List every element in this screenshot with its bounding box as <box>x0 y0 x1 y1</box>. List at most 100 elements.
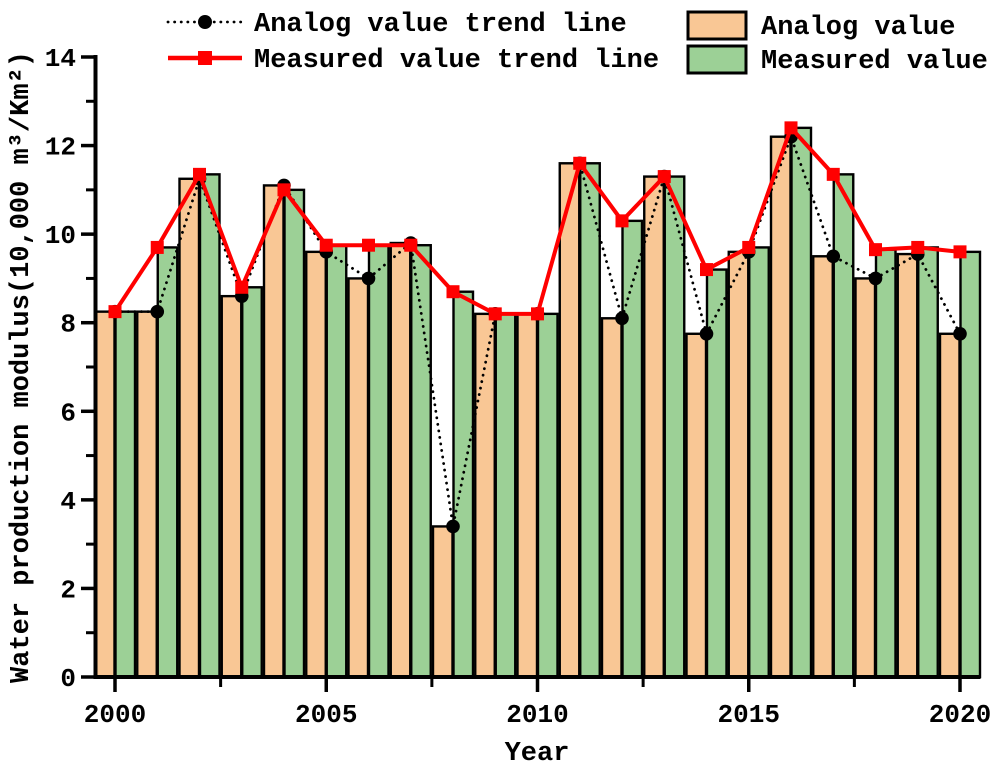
measured-marker-2014 <box>700 263 713 277</box>
bar-measured-2017 <box>832 173 855 679</box>
legend-label-analog-bar: Analog value <box>761 13 955 43</box>
bar-measured-2012 <box>621 219 644 679</box>
y-tick-label: 2 <box>60 575 76 605</box>
measured-marker-2000 <box>108 305 122 319</box>
analog-marker-2018 <box>868 271 883 286</box>
legend-trend-lines: Analog value trend line Measured value t… <box>166 10 659 76</box>
bar-analog-2008 <box>431 525 454 679</box>
legend-item-measured-bar: Measured value <box>686 44 988 77</box>
bar-measured-2013 <box>663 175 686 679</box>
y-tick-label: 10 <box>45 221 76 251</box>
analog-marker-2006 <box>361 271 376 286</box>
bar-analog-2006 <box>347 277 370 679</box>
bar-measured-2015 <box>748 246 770 679</box>
y-axis-title: Water production modulus(10,000 m³/Km²) <box>7 51 37 683</box>
bar-measured-2006 <box>367 244 390 679</box>
bar-measured-2004 <box>283 188 306 679</box>
analog-trend-legend-marker-icon <box>198 15 212 29</box>
measured-marker-2011 <box>573 156 587 170</box>
analog-marker-2001 <box>150 304 165 319</box>
bar-measured-2000 <box>114 310 137 679</box>
analog-marker-2020 <box>953 326 967 341</box>
analog-marker-2014 <box>699 326 714 341</box>
bar-measured-2007 <box>410 244 432 679</box>
measured-trend-legend-marker-icon <box>198 51 212 65</box>
bar-analog-2019 <box>896 252 919 679</box>
measured-marker-2002 <box>193 167 206 181</box>
legend-label-measured-bar: Measured value <box>761 47 988 77</box>
measured-marker-2016 <box>784 121 798 135</box>
bar-analog-2017 <box>812 255 834 679</box>
bar-measured-2003 <box>241 286 263 679</box>
bar-analog-2011 <box>558 162 581 679</box>
legend-label-measured-trend: Measured value trend line <box>254 46 659 76</box>
bar-measured-2018 <box>874 248 897 679</box>
measured-marker-2009 <box>488 307 502 321</box>
y-tick-label: 14 <box>45 44 76 74</box>
measured-marker-2003 <box>235 280 249 294</box>
bars-layer <box>93 126 982 679</box>
y-tick-label: 8 <box>60 310 76 340</box>
legend-label-analog-trend: Analog value trend line <box>254 10 627 40</box>
legend-item-measured-trend: Measured value trend line <box>168 46 659 76</box>
bar-analog-2013 <box>643 175 665 679</box>
analog-marker-2017 <box>826 249 841 264</box>
x-tick-label: 2010 <box>506 700 568 730</box>
bar-measured-2020 <box>959 250 982 679</box>
measured-marker-2006 <box>362 238 375 252</box>
bar-analog-2004 <box>262 184 285 679</box>
analog-bar-swatch-icon <box>686 10 748 41</box>
measured-marker-2008 <box>446 285 460 299</box>
bar-measured-2002 <box>198 173 221 679</box>
bar-measured-2008 <box>452 290 475 679</box>
bar-measured-2019 <box>917 246 939 679</box>
legend-item-analog-bar: Analog value <box>686 10 955 43</box>
bar-analog-2020 <box>938 332 961 679</box>
measured-marker-2019 <box>911 240 925 254</box>
bar-analog-2012 <box>600 317 623 679</box>
bar-measured-2005 <box>325 244 348 679</box>
bar-measured-2009 <box>494 312 517 679</box>
bar-analog-2001 <box>136 310 158 679</box>
bar-measured-2011 <box>579 162 601 679</box>
bar-analog-2002 <box>178 177 201 679</box>
bar-analog-2005 <box>305 250 327 679</box>
measured-marker-2010 <box>531 307 544 321</box>
analog-marker-2012 <box>615 311 629 326</box>
bar-measured-2010 <box>536 312 559 679</box>
bar-analog-2000 <box>93 310 116 679</box>
tick-labels-layer: 0 2 4 6 8 10 12 14 2000 2005 2010 2015 2020 <box>45 44 991 730</box>
measured-marker-2005 <box>319 238 333 252</box>
measured-marker-2020 <box>953 245 967 259</box>
bar-analog-2007 <box>389 241 412 679</box>
bar-analog-2010 <box>516 312 539 679</box>
bar-analog-2015 <box>727 250 750 679</box>
x-tick-label: 2005 <box>295 700 357 730</box>
measured-marker-2017 <box>826 167 840 181</box>
analog-marker-2008 <box>446 519 460 534</box>
measured-marker-2001 <box>150 240 164 254</box>
measured-marker-2012 <box>615 214 629 228</box>
y-tick-label: 4 <box>60 487 76 517</box>
legend-bars: Analog value Measured value <box>686 10 988 77</box>
bar-analog-2014 <box>685 332 708 679</box>
measured-marker-2013 <box>657 170 671 184</box>
bar-analog-2016 <box>769 135 792 679</box>
x-axis-title: Year <box>505 739 570 769</box>
y-tick-label: 6 <box>60 398 76 428</box>
measured-marker-2007 <box>404 238 418 252</box>
x-tick-label: 2020 <box>929 700 991 730</box>
measured-trend-line <box>108 121 967 321</box>
measured-marker-2004 <box>277 183 291 197</box>
legend-item-analog-trend: Analog value trend line <box>166 10 627 40</box>
x-tick-label: 2015 <box>718 700 780 730</box>
bar-analog-2018 <box>854 277 877 679</box>
y-tick-label: 0 <box>60 664 76 694</box>
bar-measured-2016 <box>790 126 813 679</box>
bar-analog-2003 <box>220 294 243 679</box>
axes-layer <box>81 55 981 692</box>
measured-bar-swatch-icon <box>686 44 748 75</box>
measured-marker-2018 <box>869 243 882 257</box>
